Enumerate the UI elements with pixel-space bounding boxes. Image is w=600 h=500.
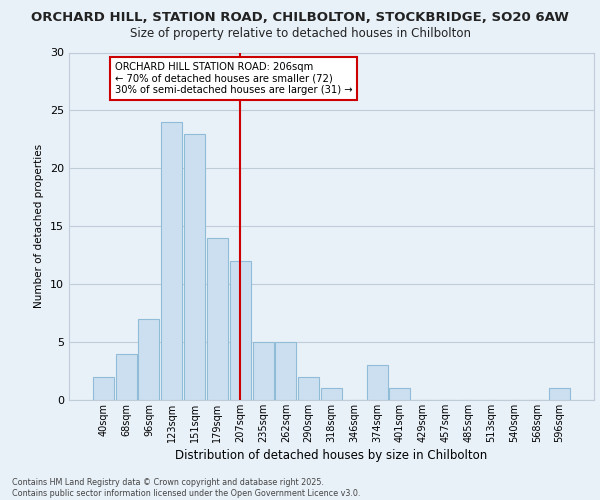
Text: Contains HM Land Registry data © Crown copyright and database right 2025.
Contai: Contains HM Land Registry data © Crown c… xyxy=(12,478,361,498)
Bar xyxy=(184,134,205,400)
Bar xyxy=(253,342,274,400)
Text: ORCHARD HILL STATION ROAD: 206sqm
← 70% of detached houses are smaller (72)
30% : ORCHARD HILL STATION ROAD: 206sqm ← 70% … xyxy=(115,62,352,95)
Text: ORCHARD HILL, STATION ROAD, CHILBOLTON, STOCKBRIDGE, SO20 6AW: ORCHARD HILL, STATION ROAD, CHILBOLTON, … xyxy=(31,11,569,24)
Bar xyxy=(275,342,296,400)
Bar xyxy=(139,319,160,400)
Bar xyxy=(549,388,570,400)
Bar xyxy=(161,122,182,400)
Bar xyxy=(367,365,388,400)
Text: Size of property relative to detached houses in Chilbolton: Size of property relative to detached ho… xyxy=(130,28,470,40)
Y-axis label: Number of detached properties: Number of detached properties xyxy=(34,144,44,308)
Bar xyxy=(207,238,228,400)
Bar xyxy=(93,377,114,400)
Bar xyxy=(321,388,342,400)
Bar xyxy=(230,261,251,400)
Bar xyxy=(116,354,137,400)
Bar xyxy=(298,377,319,400)
X-axis label: Distribution of detached houses by size in Chilbolton: Distribution of detached houses by size … xyxy=(175,449,488,462)
Bar xyxy=(389,388,410,400)
